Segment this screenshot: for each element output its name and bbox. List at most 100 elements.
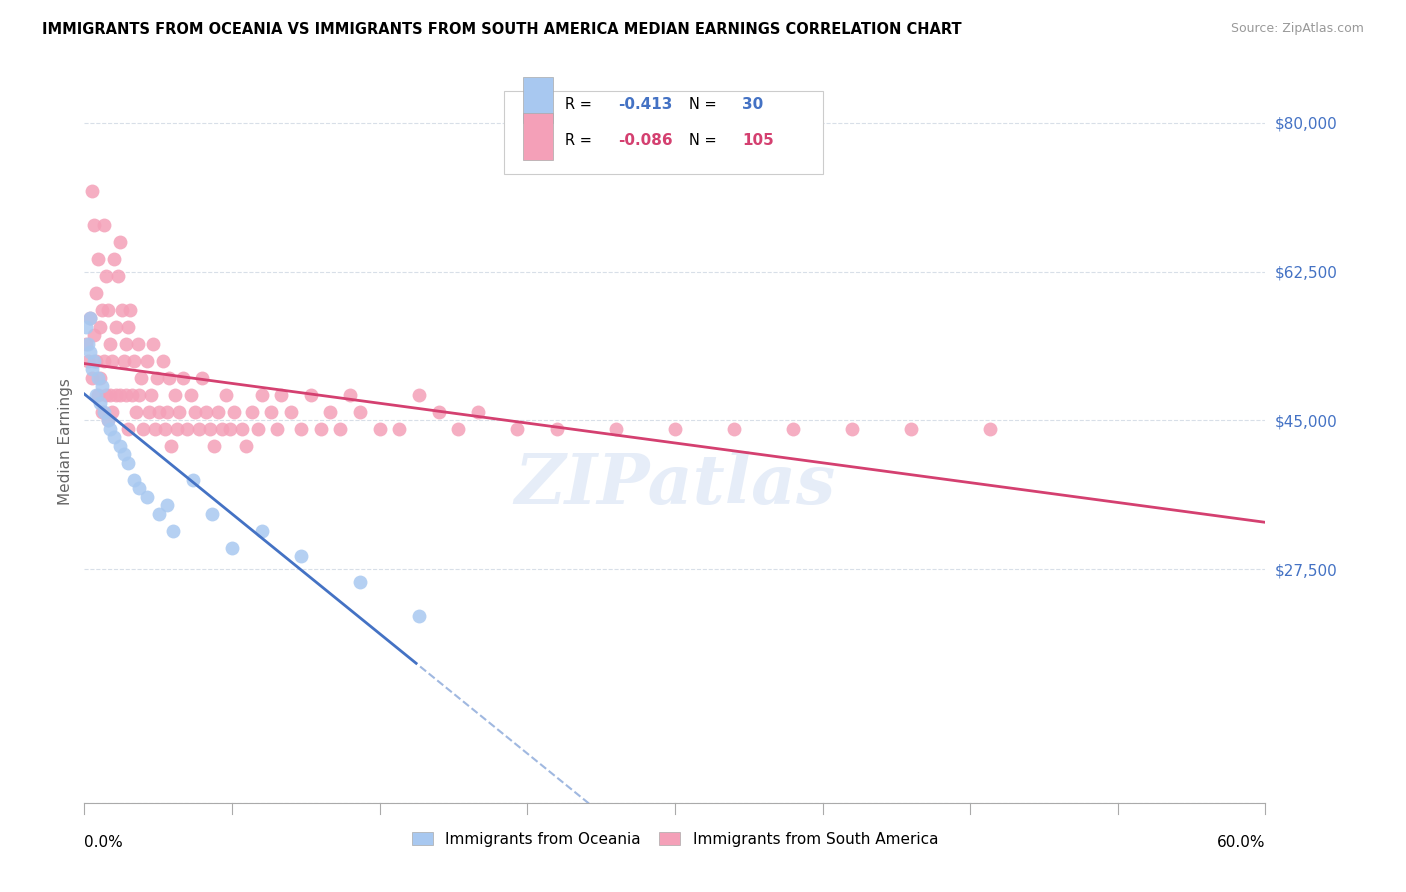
Point (183, 405, 205, 419)
Point (79, 345, 101, 359)
Point (93, 405, 115, 419)
Point (329, 422, 352, 436)
Point (121, 388, 143, 402)
Point (111, 302, 134, 317)
Point (447, 422, 470, 436)
Point (163, 388, 186, 402)
Point (222, 405, 245, 419)
Point (84, 353, 107, 368)
Point (93, 353, 115, 368)
Point (103, 252, 125, 266)
Point (246, 422, 269, 436)
Point (156, 405, 179, 419)
Point (240, 405, 263, 419)
Point (82, 362, 104, 376)
Point (299, 388, 322, 402)
Point (388, 422, 411, 436)
Point (280, 405, 302, 419)
Point (107, 268, 129, 283)
Point (266, 422, 288, 436)
Point (408, 388, 430, 402)
Point (148, 405, 170, 419)
Point (94, 268, 117, 283)
Text: Source: ZipAtlas.com: Source: ZipAtlas.com (1230, 22, 1364, 36)
Point (349, 574, 371, 589)
Point (108, 235, 131, 249)
Point (368, 422, 391, 436)
Point (219, 422, 242, 436)
Point (250, 388, 273, 402)
Point (187, 422, 209, 436)
Point (97, 413, 120, 427)
Point (180, 388, 202, 402)
Point (128, 481, 150, 495)
Point (82, 371, 104, 385)
Point (319, 405, 342, 419)
Point (153, 422, 176, 436)
Point (191, 371, 214, 385)
Point (77, 353, 100, 368)
Text: 105: 105 (742, 134, 773, 148)
Point (83, 218, 105, 232)
Text: -0.413: -0.413 (619, 97, 672, 112)
Point (506, 422, 529, 436)
FancyBboxPatch shape (523, 77, 553, 123)
Point (128, 388, 150, 402)
Point (211, 422, 233, 436)
Point (114, 388, 136, 402)
Point (84, 285, 107, 300)
Point (181, 473, 204, 487)
Point (93, 218, 115, 232)
Point (112, 447, 135, 461)
Text: R =: R = (565, 97, 592, 112)
Point (87, 388, 110, 402)
Point (349, 405, 371, 419)
Text: 60.0%: 60.0% (1218, 835, 1265, 850)
Point (91, 379, 114, 393)
Point (117, 456, 139, 470)
Point (101, 353, 124, 368)
Point (723, 422, 745, 436)
Point (142, 336, 165, 351)
Point (114, 336, 136, 351)
Point (408, 608, 430, 623)
Point (167, 405, 190, 419)
Point (75, 319, 97, 334)
Point (427, 405, 450, 419)
Point (91, 302, 114, 317)
FancyBboxPatch shape (503, 91, 823, 174)
Point (98, 422, 121, 436)
Text: 30: 30 (742, 97, 763, 112)
Text: N =: N = (689, 134, 717, 148)
Point (101, 405, 124, 419)
Point (467, 405, 489, 419)
Point (782, 422, 804, 436)
Text: ZIPatlas: ZIPatlas (515, 451, 835, 518)
Point (176, 422, 198, 436)
Point (202, 439, 225, 453)
Point (156, 498, 179, 512)
Point (207, 405, 229, 419)
Point (104, 388, 127, 402)
Point (141, 388, 163, 402)
Text: 0.0%: 0.0% (84, 835, 124, 850)
Point (166, 422, 188, 436)
Point (84, 388, 107, 402)
Point (124, 405, 146, 419)
Point (841, 422, 863, 436)
Point (172, 371, 194, 385)
Point (89, 396, 111, 410)
Point (131, 371, 153, 385)
Point (215, 388, 238, 402)
Text: R =: R = (565, 134, 592, 148)
Text: N =: N = (689, 97, 717, 112)
Point (339, 388, 361, 402)
Point (152, 353, 174, 368)
Point (94, 388, 117, 402)
Point (160, 439, 183, 453)
Point (146, 371, 169, 385)
Point (118, 302, 141, 317)
Point (260, 405, 283, 419)
Point (83, 353, 105, 368)
Point (231, 422, 253, 436)
